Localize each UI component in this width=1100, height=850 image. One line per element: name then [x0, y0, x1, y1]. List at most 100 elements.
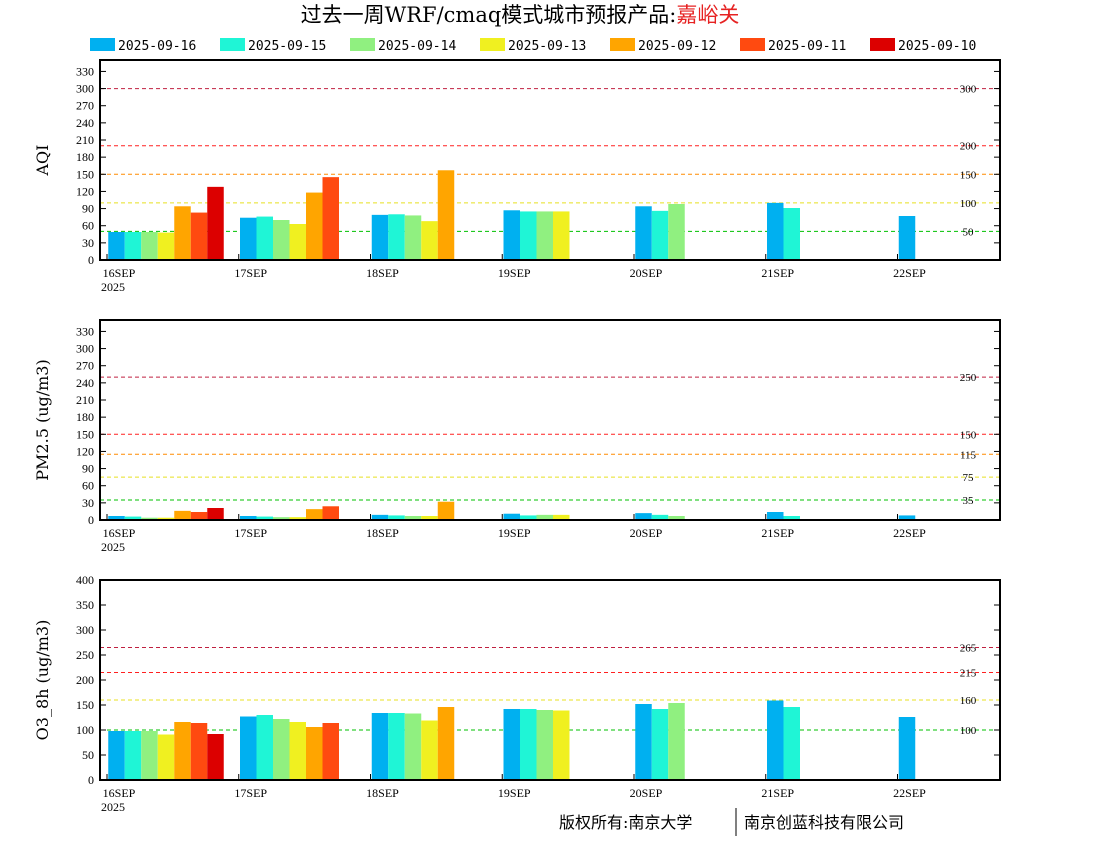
bar: [124, 516, 142, 520]
legend-label: 2025-09-14: [378, 39, 456, 54]
bar: [256, 516, 273, 520]
x-tick-label: 16SEP: [103, 266, 136, 280]
y-tick-label: 0: [88, 253, 94, 267]
bar: [553, 211, 570, 260]
y-axis-label: PM2.5 (ug/m3): [33, 359, 52, 480]
bar: [256, 715, 273, 780]
bar: [371, 514, 389, 520]
y-tick-label: 150: [76, 698, 94, 712]
bar: [108, 516, 125, 520]
y-tick-label: 330: [76, 324, 94, 338]
bar: [421, 516, 438, 520]
y-tick-label: 100: [76, 723, 94, 737]
x-tick-label: 21SEP: [761, 526, 794, 540]
bar: [289, 722, 306, 780]
bar: [306, 192, 323, 260]
bar: [668, 516, 685, 520]
bar: [157, 232, 175, 260]
legend-label: 2025-09-11: [768, 39, 846, 54]
bar: [404, 215, 422, 260]
bar: [536, 211, 553, 260]
bar: [141, 731, 158, 780]
reference-line-label: 75: [963, 472, 975, 484]
bar: [207, 734, 224, 780]
y-tick-label: 180: [76, 410, 94, 424]
y-tick-label: 300: [76, 623, 94, 637]
x-tick-label: 22SEP: [893, 266, 926, 280]
bar: [635, 206, 652, 260]
x-tick-label: 18SEP: [366, 266, 399, 280]
x-tick-label: 22SEP: [893, 786, 926, 800]
x-year-label: 2025: [101, 800, 125, 814]
x-tick-label: 20SEP: [630, 266, 663, 280]
bar: [503, 709, 520, 780]
bar: [240, 516, 257, 520]
y-tick-label: 270: [76, 359, 94, 373]
y-tick-label: 30: [82, 236, 94, 250]
y-tick-label: 240: [76, 376, 94, 390]
bar: [322, 177, 339, 260]
bar: [141, 517, 158, 520]
bar: [388, 515, 405, 520]
x-tick-label: 18SEP: [366, 786, 399, 800]
y-tick-label: 60: [82, 479, 94, 493]
reference-line-label: 115: [960, 449, 977, 461]
y-tick-label: 330: [76, 64, 94, 78]
bar: [371, 214, 389, 260]
legend-swatch: [480, 38, 505, 51]
bar: [240, 217, 257, 260]
y-tick-label: 90: [82, 202, 94, 216]
chart-title: 过去一周WRF/cmaq模式城市预报产品:嘉峪关: [301, 3, 740, 27]
bar: [668, 703, 685, 780]
y-tick-label: 90: [82, 462, 94, 476]
bar: [289, 224, 306, 260]
reference-line-label: 265: [960, 643, 977, 655]
bar: [651, 514, 669, 520]
reference-line-label: 150: [960, 429, 977, 441]
bar: [553, 514, 570, 520]
bar: [388, 214, 405, 260]
legend-swatch: [610, 38, 635, 51]
reference-line-label: 150: [960, 169, 977, 181]
reference-line-label: 100: [960, 725, 977, 737]
y-tick-label: 180: [76, 150, 94, 164]
reference-line-label: 200: [960, 141, 977, 153]
legend-label: 2025-09-16: [118, 39, 196, 54]
bar: [124, 232, 142, 260]
bar: [306, 727, 323, 780]
x-tick-label: 19SEP: [498, 266, 531, 280]
y-tick-label: 210: [76, 393, 94, 407]
y-tick-label: 240: [76, 116, 94, 130]
y-tick-label: 210: [76, 133, 94, 147]
bar: [256, 216, 273, 260]
bar: [190, 723, 208, 780]
bar: [273, 220, 290, 260]
bar: [157, 734, 175, 780]
bar: [503, 210, 520, 260]
x-year-label: 2025: [101, 540, 125, 554]
x-tick-label: 17SEP: [234, 266, 267, 280]
bar: [635, 513, 652, 520]
y-tick-label: 270: [76, 99, 94, 113]
x-tick-label: 21SEP: [761, 266, 794, 280]
bar: [174, 722, 191, 780]
bar: [190, 512, 208, 520]
legend-swatch: [350, 38, 375, 51]
x-tick-label: 20SEP: [630, 526, 663, 540]
y-tick-label: 250: [76, 648, 94, 662]
reference-line-label: 300: [960, 84, 977, 96]
bar: [553, 710, 570, 780]
chart-panel: 265 215 160 100 0 50 100 150 200 250 300 350 400 16SE…: [33, 573, 1001, 814]
bar: [635, 704, 652, 780]
reference-line-label: 50: [963, 226, 975, 238]
bar: [273, 719, 290, 780]
y-tick-label: 50: [82, 748, 94, 762]
bar: [322, 506, 339, 520]
bar: [157, 517, 175, 520]
bar: [174, 206, 191, 260]
bar: [520, 211, 537, 260]
y-tick-label: 0: [88, 773, 94, 787]
bar: [190, 212, 208, 260]
y-tick-label: 60: [82, 219, 94, 233]
